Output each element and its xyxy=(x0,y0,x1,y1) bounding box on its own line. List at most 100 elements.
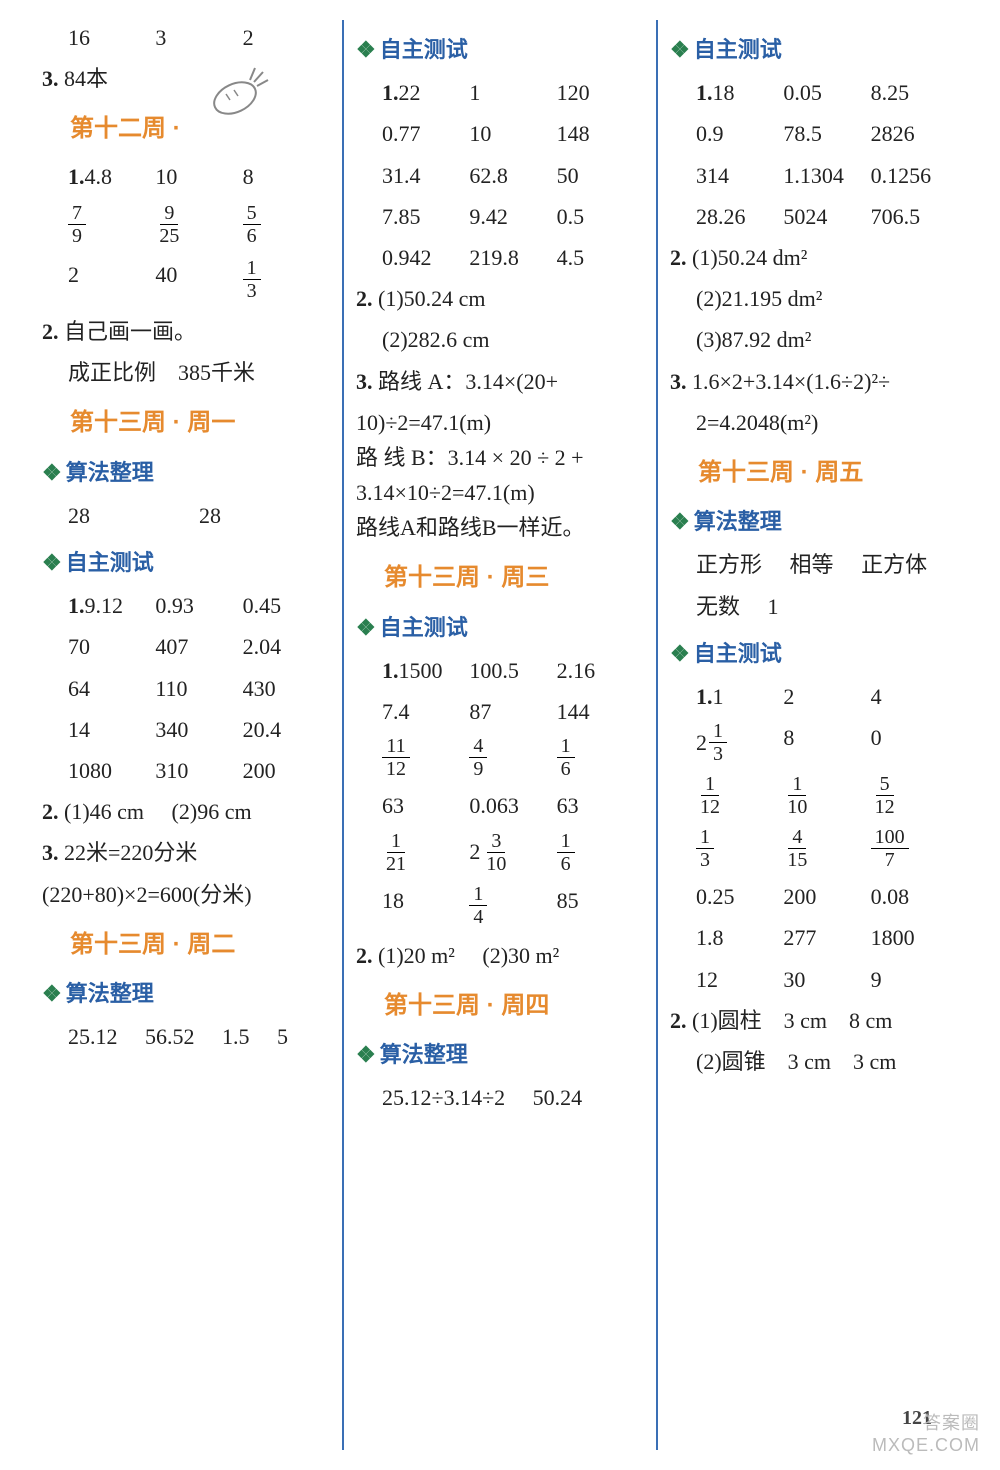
cell: 0.93 xyxy=(155,588,242,623)
section-header: ❖自主测试 xyxy=(670,32,958,67)
row: 18 14 85 xyxy=(382,883,644,928)
cell: 4.5 xyxy=(557,240,644,275)
cell: 9.12 xyxy=(85,593,124,618)
diamond-icon: ❖ xyxy=(42,550,62,575)
cell: 63 xyxy=(557,788,644,823)
qnum: 3. xyxy=(356,369,373,394)
cell: 12 xyxy=(696,962,783,997)
cell: 0.25 xyxy=(696,879,783,914)
qnum: 2. xyxy=(42,799,59,824)
cell: 50.24 xyxy=(533,1085,583,1110)
week-header: 第十三周 · 周四 xyxy=(384,987,644,1025)
row: 1.22 1 120 xyxy=(382,75,644,110)
cell: 100.5 xyxy=(469,653,556,688)
qnum: 3. xyxy=(42,840,59,865)
qnum: 1. xyxy=(68,593,85,618)
mixed-fraction: 2310 xyxy=(469,830,510,875)
cell: 4 xyxy=(871,679,958,714)
row: 0.252000.08 xyxy=(696,879,958,914)
text: 2=4.2048(m²) xyxy=(696,405,958,440)
fraction: 1007 xyxy=(871,826,909,871)
cell: 70 xyxy=(68,629,155,664)
section-header: ❖算法整理 xyxy=(42,976,330,1011)
watermark-line1: 答案圈 xyxy=(872,1409,980,1435)
text: (2)圆锥 3 cm 3 cm xyxy=(696,1044,958,1079)
text: (3)87.92 dm² xyxy=(696,322,958,357)
diamond-icon: ❖ xyxy=(670,37,690,62)
cell: 正方形 xyxy=(696,552,762,577)
q2-line: 2. (1)50.24 cm xyxy=(356,281,644,316)
fraction: 1112 xyxy=(382,735,410,780)
t2-line: 2. (1)46 cm (2)96 cm xyxy=(42,794,330,829)
section-header: ❖算法整理 xyxy=(670,504,958,539)
row: 12309 xyxy=(696,962,958,997)
text: 1.6×2+3.14×(1.6÷2)²÷ xyxy=(692,369,890,394)
cell: 2.04 xyxy=(243,629,330,664)
row: 1.1500 100.5 2.16 xyxy=(382,653,644,688)
cell: 9.42 xyxy=(469,199,556,234)
cell: 28.26 xyxy=(696,199,783,234)
row: 1112 49 16 xyxy=(382,735,644,780)
fraction: 13 xyxy=(243,257,261,302)
row: 0.942219.84.5 xyxy=(382,240,644,275)
cell: 28 xyxy=(199,498,330,533)
diamond-icon: ❖ xyxy=(356,615,376,640)
text: 10)÷2=47.1(m) xyxy=(356,405,644,440)
q3-line: 3. 84本 xyxy=(42,61,330,96)
row: 0.7710148 xyxy=(382,116,644,151)
text: (1)20 m² xyxy=(378,943,455,968)
cell: 407 xyxy=(155,629,242,664)
row: 0.978.52826 xyxy=(696,116,958,151)
cell: 2 xyxy=(783,679,870,714)
qnum: 1. xyxy=(68,164,85,189)
qnum: 2. xyxy=(42,319,59,344)
cell: 7.85 xyxy=(382,199,469,234)
diamond-icon: ❖ xyxy=(42,981,62,1006)
text: 自己画一画。 xyxy=(64,319,196,344)
watermark-line2: MXQE.COM xyxy=(872,1435,980,1456)
row: 正方形 相等 正方体 xyxy=(696,547,958,582)
row: 1434020.4 xyxy=(68,712,330,747)
qnum: 1. xyxy=(382,80,399,105)
row: 213 8 0 xyxy=(696,720,958,765)
section-header: ❖算法整理 xyxy=(356,1037,644,1072)
cell: 5 xyxy=(277,1024,288,1049)
row: 7.859.420.5 xyxy=(382,199,644,234)
section-header: ❖自主测试 xyxy=(356,610,644,645)
cell: 0.08 xyxy=(871,879,958,914)
text: (1)50.24 dm² xyxy=(692,245,807,270)
cell: 1.1304 xyxy=(783,158,870,193)
cell: 200 xyxy=(243,753,330,788)
cell: 20.4 xyxy=(243,712,330,747)
fraction: 121 xyxy=(382,830,410,875)
cell: 14 xyxy=(68,712,155,747)
text: 路线 A：3.14×(20+ xyxy=(378,369,558,394)
cell: 50 xyxy=(557,158,644,193)
text: (2)21.195 dm² xyxy=(696,281,958,316)
qnum: 2. xyxy=(356,286,373,311)
column-3: ❖自主测试 1.18 0.05 8.25 0.978.52826 3141.13… xyxy=(658,20,970,1450)
text: (220+80)×2=600(分米) xyxy=(42,877,330,912)
mixed-fraction: 213 xyxy=(696,720,727,765)
cell: 16 xyxy=(68,20,155,55)
fraction: 110 xyxy=(783,773,811,818)
q2-block: 2. 自己画一画。 xyxy=(42,314,330,349)
cell: 8 xyxy=(243,159,330,194)
q3-line: 3. 路线 A：3.14×(20+ xyxy=(356,364,644,399)
cell: 430 xyxy=(243,671,330,706)
cell: 22 xyxy=(399,80,421,105)
row: 112 110 512 xyxy=(696,773,958,818)
cell: 0.5 xyxy=(557,199,644,234)
cell: 0.05 xyxy=(783,75,870,110)
column-1: 16 3 2 3. 84本 第十二周 · 1.4.8 10 8 79 925 5… xyxy=(30,20,342,1450)
row: 无数 1 xyxy=(696,589,958,624)
text: 路线A和路线B一样近。 xyxy=(356,510,644,545)
row: 7.487144 xyxy=(382,694,644,729)
fraction: 14 xyxy=(469,883,487,928)
row: 121 2310 16 xyxy=(382,830,644,875)
row: 79 925 56 xyxy=(68,202,330,247)
cell: 10 xyxy=(469,116,556,151)
text: (2)30 m² xyxy=(482,943,559,968)
cell: 63 xyxy=(382,788,469,823)
row: 31.462.850 xyxy=(382,158,644,193)
